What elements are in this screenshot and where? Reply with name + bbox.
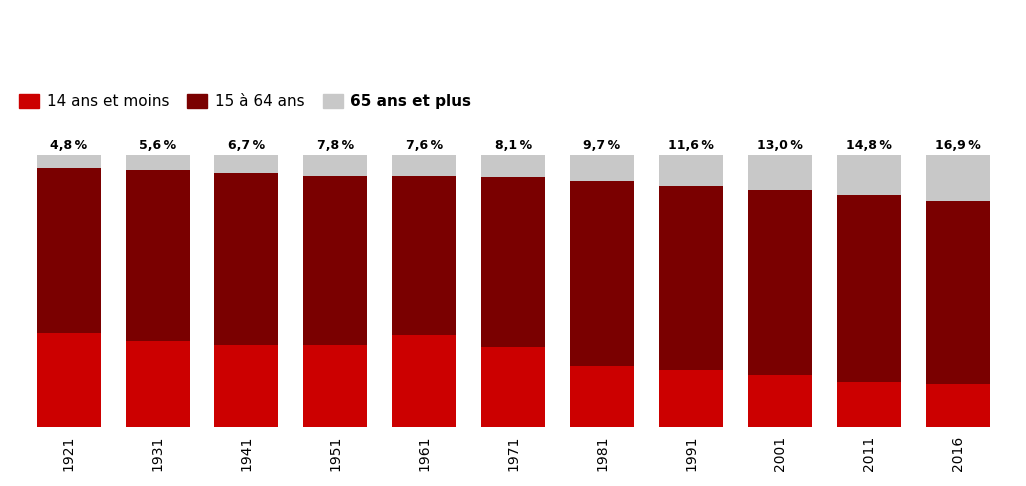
Bar: [659, 155, 723, 187]
Text: 14,8 %: 14,8 %: [845, 139, 892, 152]
Bar: [570, 181, 634, 366]
Bar: [837, 155, 901, 195]
Text: 5,6 %: 5,6 %: [139, 139, 176, 152]
Bar: [304, 345, 367, 427]
Bar: [304, 176, 367, 345]
Bar: [37, 168, 101, 333]
Bar: [748, 190, 812, 375]
Text: 13,0 %: 13,0 %: [757, 139, 802, 152]
Bar: [837, 195, 901, 382]
Text: 9,7 %: 9,7 %: [584, 139, 621, 152]
Bar: [659, 187, 723, 370]
Bar: [837, 382, 901, 427]
Bar: [37, 333, 101, 427]
Bar: [748, 155, 812, 190]
Text: 16,9 %: 16,9 %: [935, 139, 981, 152]
Text: 4,8 %: 4,8 %: [50, 139, 87, 152]
Text: 7,8 %: 7,8 %: [317, 139, 354, 152]
Bar: [481, 347, 545, 427]
Bar: [392, 175, 457, 334]
Text: 6,7 %: 6,7 %: [228, 139, 265, 152]
Bar: [214, 155, 278, 173]
Text: 7,6 %: 7,6 %: [405, 139, 443, 152]
Bar: [125, 341, 190, 427]
Text: 11,6 %: 11,6 %: [668, 139, 714, 152]
Bar: [304, 155, 367, 176]
Bar: [570, 366, 634, 427]
Bar: [37, 155, 101, 168]
Bar: [659, 370, 723, 427]
Legend: 14 ans et moins, 15 à 64 ans, 65 ans et plus: 14 ans et moins, 15 à 64 ans, 65 ans et …: [13, 88, 477, 115]
Bar: [125, 155, 190, 170]
Bar: [925, 201, 990, 383]
Bar: [392, 155, 457, 175]
Bar: [214, 345, 278, 427]
Bar: [125, 170, 190, 341]
Bar: [925, 155, 990, 201]
Bar: [748, 375, 812, 427]
Bar: [481, 177, 545, 347]
Bar: [214, 173, 278, 345]
Bar: [570, 155, 634, 181]
Bar: [392, 334, 457, 427]
Bar: [925, 383, 990, 427]
Text: 8,1 %: 8,1 %: [495, 139, 531, 152]
Bar: [481, 155, 545, 177]
